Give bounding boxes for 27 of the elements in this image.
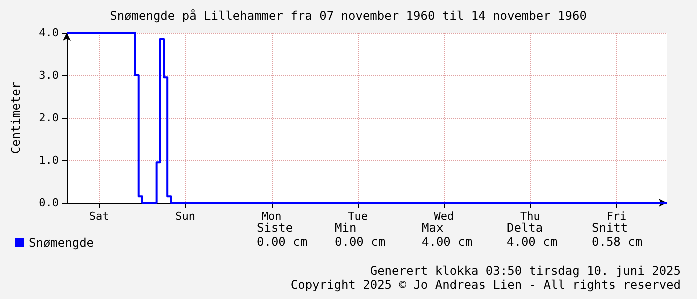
text: Max bbox=[422, 221, 444, 235]
x-tick-label: Fri bbox=[606, 210, 627, 223]
y-axis-title: Centimeter bbox=[9, 82, 23, 154]
x-tick-label: Sat bbox=[89, 210, 110, 223]
legend-label: Snømengde bbox=[29, 236, 94, 250]
text: Generert klokka 03:50 tirsdag 10. juni 2025 bbox=[370, 264, 682, 278]
x-tick-label: Sun bbox=[176, 210, 196, 223]
text: 4.00 cm bbox=[422, 235, 473, 249]
y-tick-label: 0.0 bbox=[39, 196, 59, 210]
text: 0.00 cm bbox=[335, 235, 386, 249]
y-tick-label: 4.0 bbox=[39, 26, 59, 40]
x-tick-label: Thu bbox=[520, 210, 540, 223]
x-tick-label: Tue bbox=[348, 210, 368, 223]
chart-title: Snømengde på Lillehammer fra 07 november 1960 til 14 november 1960 bbox=[110, 9, 587, 23]
x-tick-label: Mon bbox=[262, 210, 282, 223]
text: Snitt bbox=[592, 221, 628, 235]
y-tick-label: 2.0 bbox=[39, 112, 59, 124]
text: Copyright 2025 © Jo Andreas Lien - All rights reserved bbox=[290, 278, 682, 292]
x-tick-label: Wed bbox=[434, 210, 454, 223]
text: Delta bbox=[507, 221, 544, 235]
text: Min bbox=[335, 221, 357, 235]
text: 0.00 cm bbox=[257, 235, 308, 249]
text: Siste bbox=[257, 221, 294, 235]
y-tick-label: 3.0 bbox=[39, 69, 59, 82]
text: 0.58 cm bbox=[592, 235, 643, 249]
text: 4.00 cm bbox=[507, 235, 558, 249]
y-tick-label: 1.0 bbox=[39, 154, 59, 167]
